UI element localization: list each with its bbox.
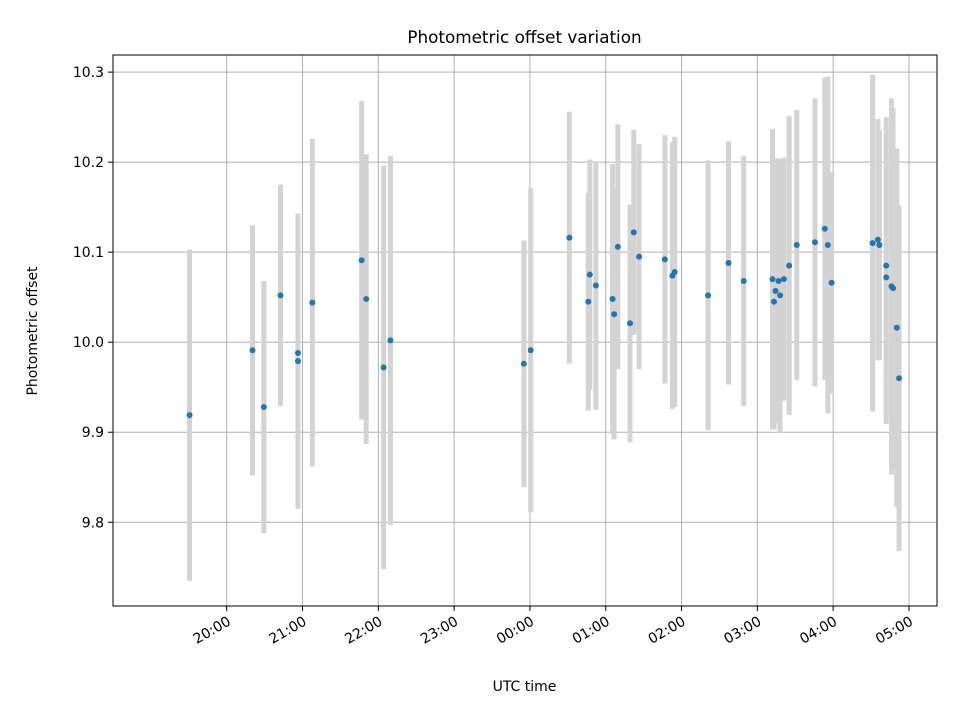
data-point [611,311,618,318]
data-point [876,241,883,248]
data-point [592,282,599,289]
data-point [294,350,301,357]
data-point [661,256,668,263]
data-point [896,375,903,382]
data-point [260,404,267,411]
data-point [520,360,527,367]
data-point [609,295,616,302]
data-point [585,298,592,305]
data-point [380,364,387,371]
data-point [890,285,897,292]
plot-frame [112,54,938,607]
y-tick-label: 9.9 [82,425,104,441]
data-point [527,347,534,354]
data-point [828,279,835,286]
data-point [786,262,793,269]
data-point [566,234,573,241]
y-tick-label: 10.3 [73,65,104,81]
y-axis-title: Photometric offset [25,266,41,396]
data-point [294,358,301,365]
data-point [626,320,633,327]
data-point [705,292,712,299]
data-point [772,287,779,294]
data-point [821,225,828,232]
y-tick-label: 10.1 [73,245,104,261]
data-point [614,243,621,250]
data-point [869,240,876,247]
data-point [883,262,890,269]
data-point [874,236,881,243]
data-point [777,292,784,299]
data-point [277,292,284,299]
data-point [775,277,782,284]
y-tick-label: 10.0 [73,335,104,351]
data-point [793,241,800,248]
data-point [740,277,747,284]
data-point [671,268,678,275]
data-point [387,337,394,344]
data-point [586,271,593,278]
data-point [811,239,818,246]
data-points [186,225,903,419]
data-point [309,299,316,306]
data-point [249,347,256,354]
data-point [893,324,900,331]
chart-title: Photometric offset variation [407,27,641,47]
y-axis-ticks: 9.8 9.9 10.0 10.1 10.2 10.3 [73,65,113,531]
data-point [824,241,831,248]
data-point [630,229,637,236]
data-point [771,298,778,305]
x-axis-title: UTC time [493,679,557,695]
y-tick-label: 10.2 [73,155,104,171]
data-point [363,295,370,302]
y-tick-label: 9.8 [82,515,104,531]
data-point [780,276,787,283]
data-point [725,259,732,266]
data-point [186,412,193,419]
data-point [769,276,776,283]
data-point [636,253,643,260]
data-point [883,274,890,281]
data-point [358,257,365,264]
